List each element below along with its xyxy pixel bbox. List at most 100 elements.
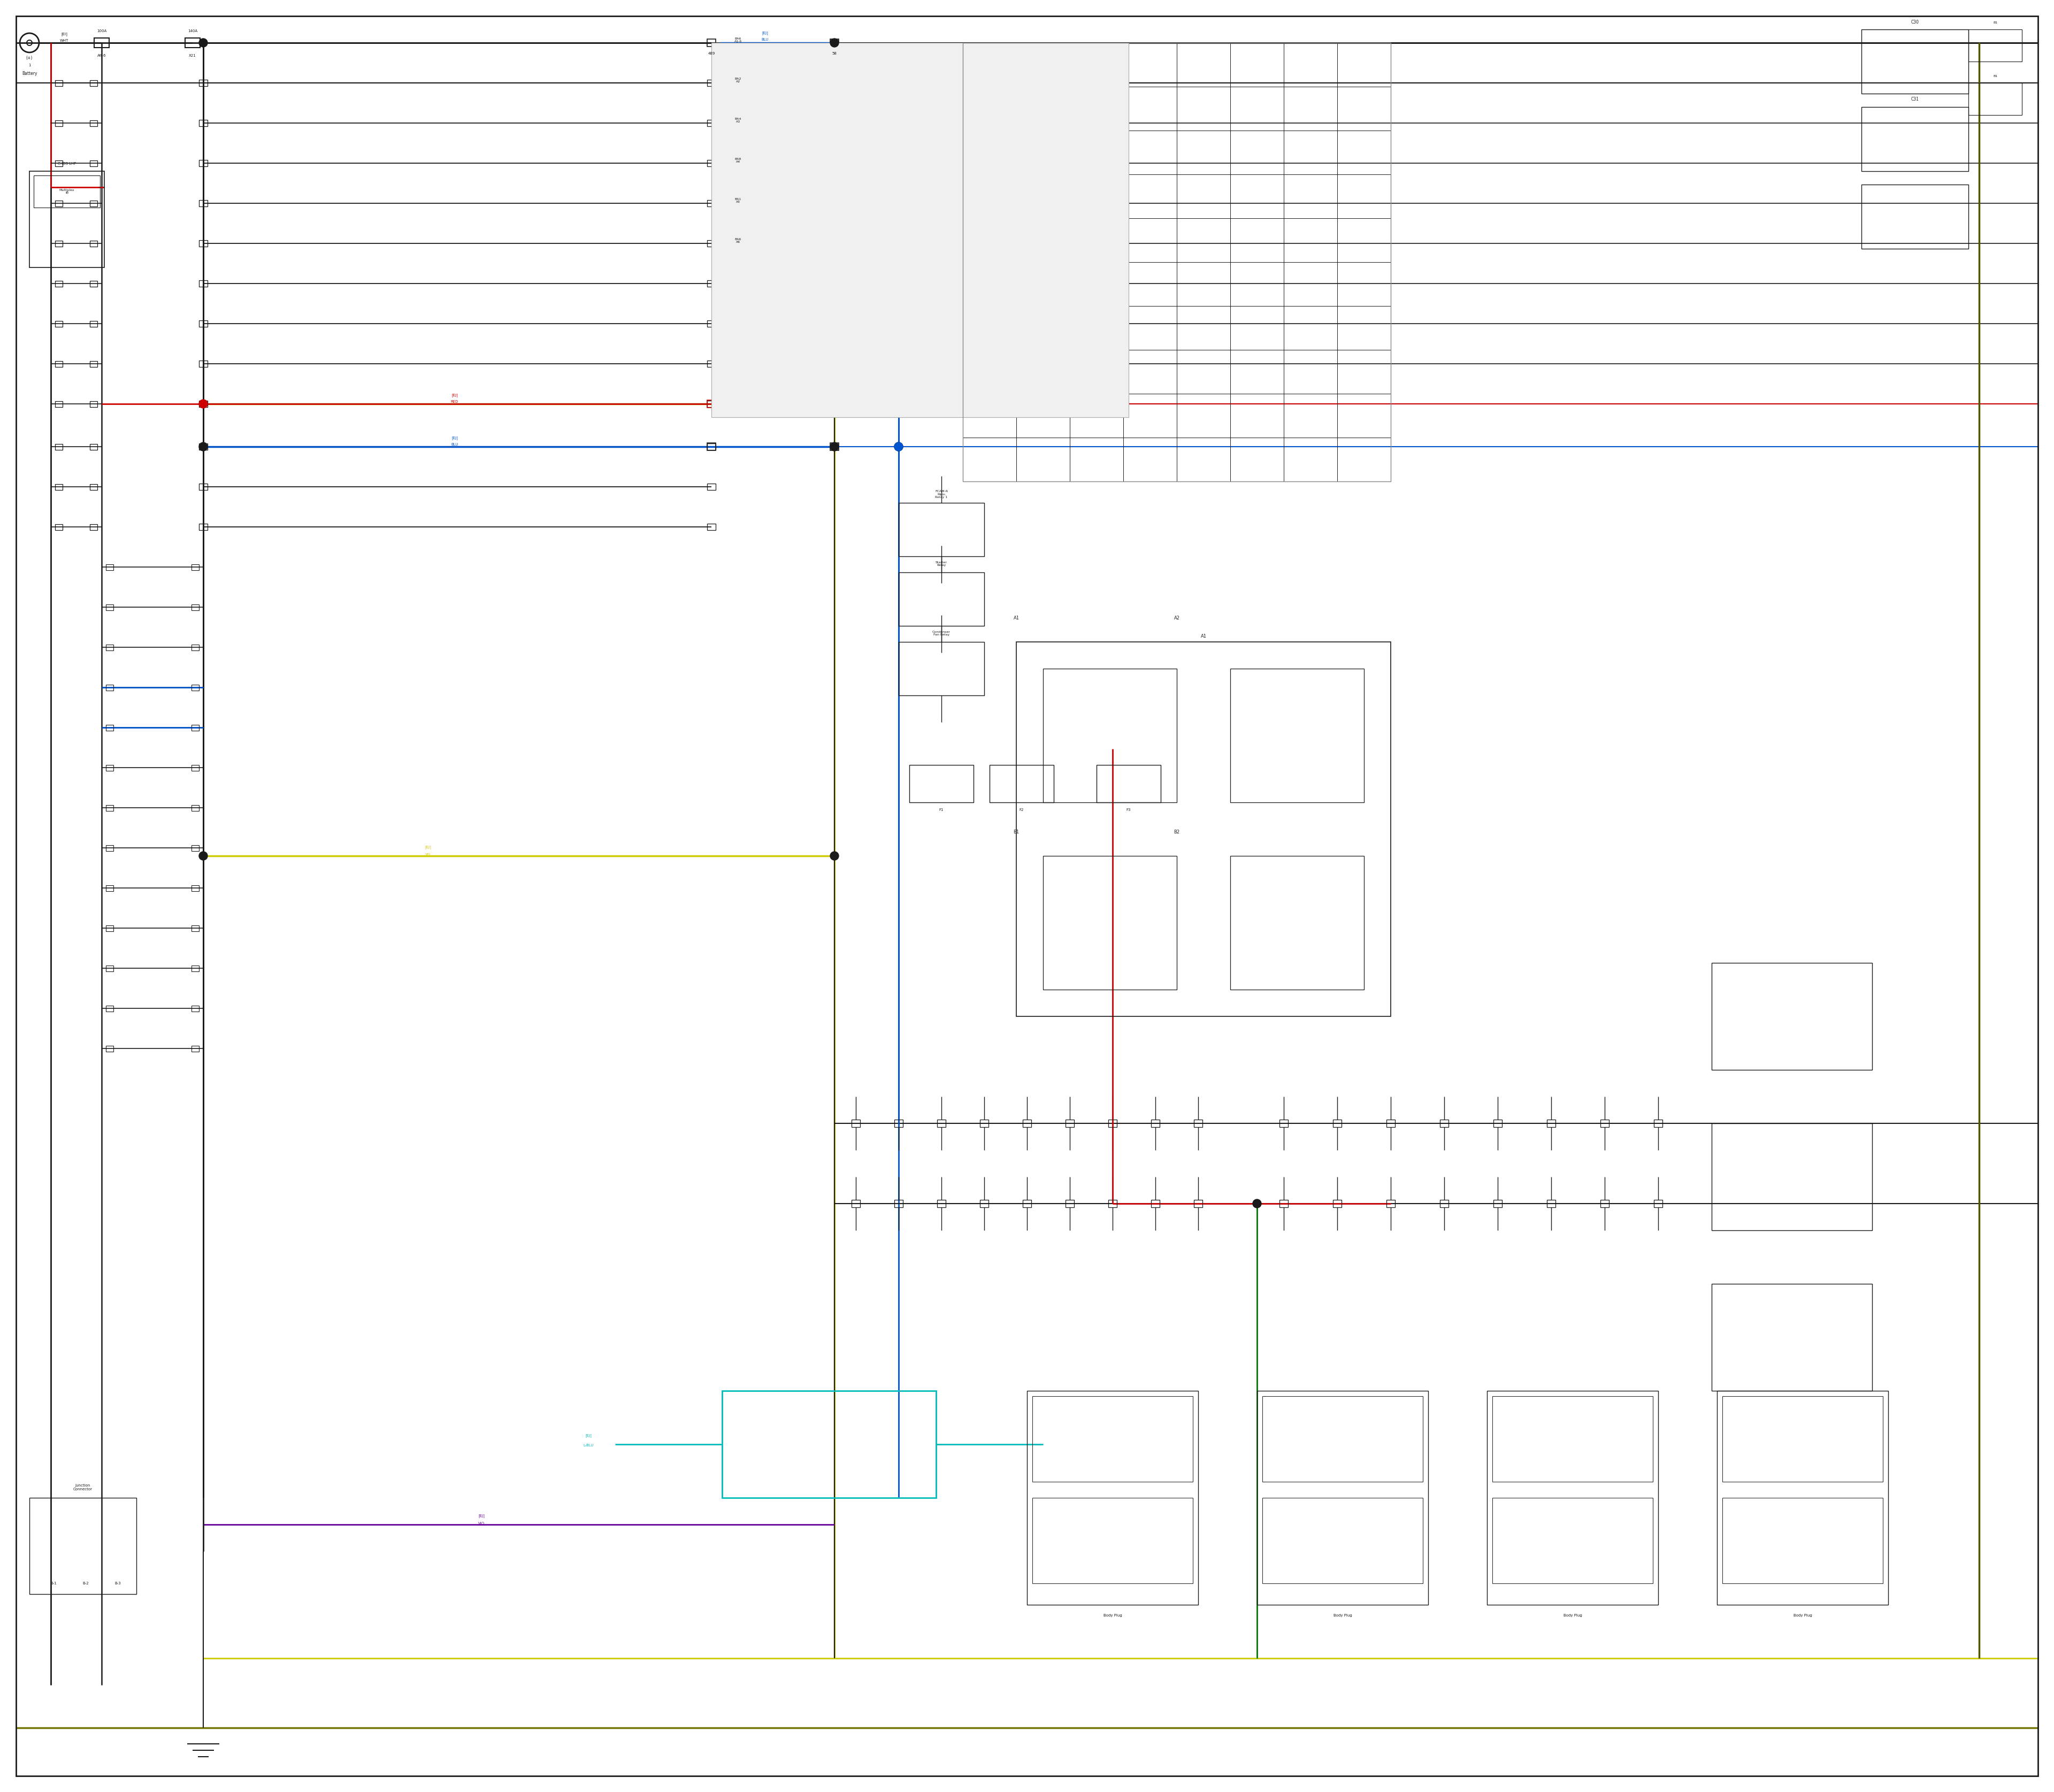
Bar [1333,1201,1341,1208]
Bar [107,604,113,609]
Bar [199,321,207,326]
Bar [191,925,199,932]
Bar [1230,857,1364,989]
Bar [90,240,97,246]
Bar [1440,1201,1448,1208]
Bar [830,39,838,47]
Bar [893,1201,904,1208]
Bar [90,484,97,489]
Bar [1033,1396,1193,1482]
Text: [EJ]: [EJ] [479,1514,485,1518]
Bar [199,240,207,247]
Bar [707,201,715,206]
Bar [900,572,984,625]
Bar [1150,1120,1161,1127]
Circle shape [893,443,904,452]
Bar [1968,82,2021,115]
Bar [199,484,207,489]
Bar [707,401,715,407]
Bar [55,321,62,326]
Bar [937,1120,945,1127]
Bar [191,564,199,570]
Bar [90,281,97,287]
Bar [1023,1201,1031,1208]
Bar [1547,1120,1555,1127]
Text: Body Plug: Body Plug [1333,1615,1352,1616]
Bar [830,400,838,407]
Bar [707,523,715,530]
Bar [893,1120,904,1127]
Bar [1263,1498,1423,1584]
Text: Junction
Connector: Junction Connector [74,1484,92,1491]
Bar [1653,1201,1662,1208]
Circle shape [830,851,838,860]
Text: VIO: VIO [479,1521,485,1525]
Bar [900,642,984,695]
Text: B1: B1 [1992,22,1996,25]
Bar [94,38,109,48]
Bar [1263,1396,1423,1482]
Bar [90,444,97,450]
Bar [707,159,715,167]
Bar [199,401,207,407]
Bar [711,43,1128,418]
Text: B-1: B-1 [51,1582,58,1584]
Bar [1600,1201,1608,1208]
Bar [90,401,97,407]
Bar [1280,1120,1288,1127]
Bar [199,360,207,367]
Bar [107,724,113,731]
Bar [707,120,715,125]
Bar [55,120,62,125]
Bar [199,79,207,86]
Bar [1968,29,2021,61]
Bar [1487,1391,1658,1606]
Bar [199,201,207,206]
Bar [191,645,199,650]
Text: B1: B1 [1992,75,1996,77]
Text: Body Plug: Body Plug [1793,1615,1812,1616]
Bar [1017,642,1391,1016]
Bar [707,79,715,86]
Text: WHT: WHT [60,39,68,43]
Text: FCAM-R
Main
Relay 1: FCAM-R Main Relay 1 [935,489,947,498]
Text: BA6
A6: BA6 A6 [735,238,741,244]
Bar [1547,1201,1555,1208]
Bar [900,504,984,556]
Bar [937,1201,945,1208]
Bar [1097,765,1161,803]
Bar [1066,1120,1074,1127]
Bar [1711,1124,1871,1231]
Bar [55,401,62,407]
Text: [EJ]: [EJ] [452,394,458,398]
Text: 140A: 140A [187,29,197,32]
Bar [1193,1120,1202,1127]
Bar [33,176,101,208]
Text: YEL: YEL [425,853,431,857]
Circle shape [199,443,207,452]
Text: Alt-6: Alt-6 [97,54,107,57]
Text: [EJ]: [EJ] [452,435,458,439]
Bar [191,805,199,810]
Text: A1: A1 [1202,634,1206,640]
Bar [191,844,199,851]
Text: 1: 1 [29,65,31,66]
Bar [90,159,97,167]
Bar [1493,1396,1653,1482]
Text: 58: 58 [832,52,836,56]
Text: 489: 489 [709,52,715,56]
Bar [90,321,97,326]
Bar [55,484,62,489]
Bar [1027,1391,1197,1606]
Bar [1723,1498,1884,1584]
Bar [29,172,105,267]
Bar [830,443,838,450]
Bar [707,39,715,47]
Bar [1493,1201,1501,1208]
Bar [1711,1283,1871,1391]
Text: Condenser
Fan Relay: Condenser Fan Relay [933,631,951,636]
Text: BLU: BLU [452,443,458,446]
Text: L-BLU: L-BLU [583,1444,594,1446]
Bar [1193,1201,1202,1208]
Text: C31: C31 [1910,97,1918,102]
